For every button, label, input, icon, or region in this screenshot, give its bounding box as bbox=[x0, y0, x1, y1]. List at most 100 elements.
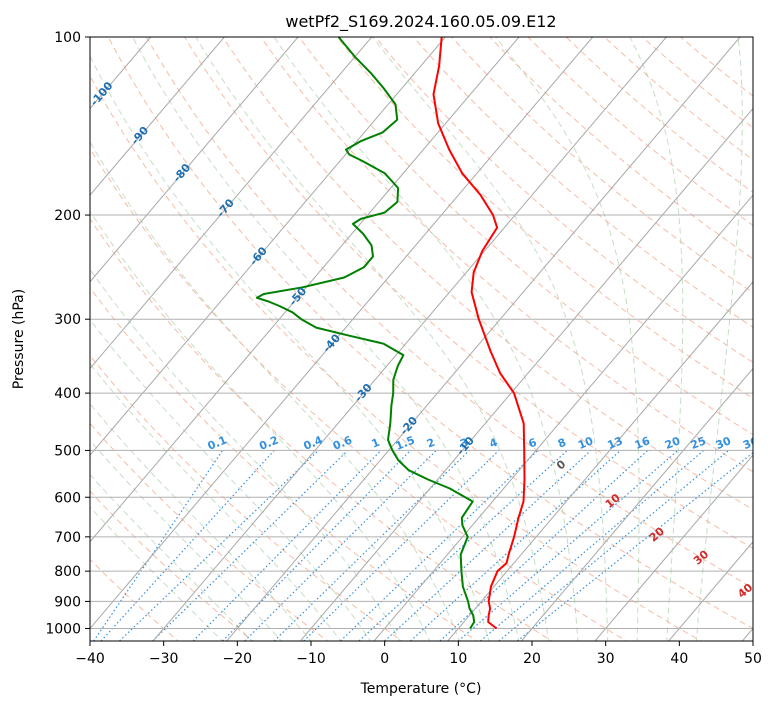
chart-title: wetPf2_S169.2024.160.05.09.E12 bbox=[285, 12, 556, 32]
dry-adiabat-line bbox=[374, 37, 753, 363]
x-tick-label: −20 bbox=[223, 651, 253, 667]
mixing-ratio-line bbox=[93, 450, 224, 641]
dry-adiabat-line bbox=[90, 75, 703, 641]
dry-adiabat-line bbox=[679, 37, 753, 97]
mixing-ratio-label: 16 bbox=[633, 434, 652, 452]
moist-adiabat-line bbox=[90, 318, 371, 641]
dry-adiabat-line bbox=[336, 37, 753, 399]
plot-frame bbox=[89, 36, 754, 642]
dry-adiabat-line bbox=[412, 37, 753, 328]
mixing-ratio-line bbox=[152, 449, 349, 641]
mixing-ratio-line bbox=[119, 449, 319, 641]
dewpoint-profile bbox=[255, 37, 476, 630]
moist-adiabat-line bbox=[90, 439, 283, 641]
x-tick-label: 30 bbox=[597, 651, 615, 667]
dry-adiabat-line bbox=[298, 37, 753, 436]
x-tick-label: 20 bbox=[523, 651, 541, 667]
isotherm-line bbox=[90, 37, 520, 543]
mixing-ratio-line bbox=[244, 449, 437, 641]
isotherm-line bbox=[90, 37, 594, 630]
y-axis-ticks: 100 200 300 400 500 600 700 800 900 1000 bbox=[45, 30, 90, 637]
isotherm-line bbox=[741, 627, 753, 641]
y-axis-label: Pressure (hPa) bbox=[11, 289, 27, 389]
mixing-ratio-label: 2 bbox=[425, 436, 437, 451]
sounding-series bbox=[255, 37, 526, 630]
mixing-ratio-label: 13 bbox=[606, 434, 625, 452]
moist-adiabat-label: 30 bbox=[691, 547, 711, 567]
mixing-ratio-label: 36 bbox=[741, 434, 760, 452]
dry-adiabat-line bbox=[90, 422, 329, 641]
mixing-ratio-label: 25 bbox=[689, 434, 708, 452]
mixing-ratio-line bbox=[358, 449, 568, 641]
isotherm-line bbox=[90, 37, 373, 370]
isotherm-line bbox=[668, 541, 753, 641]
isotherm-line bbox=[520, 367, 753, 641]
mixing-ratio-line bbox=[340, 449, 539, 641]
plot-area: 0.1 0.2 0.4 0.6 1 1.5 2 3 4 6 8 10 13 16 20 25 30 36-100-… bbox=[90, 37, 760, 641]
isobar-grid bbox=[90, 37, 753, 629]
x-tick-label: 0 bbox=[380, 651, 389, 667]
mixing-ratio-label: 3 bbox=[458, 436, 470, 451]
isotherm-line bbox=[299, 107, 753, 641]
moist-adiabat-line bbox=[90, 403, 312, 641]
mixing-ratio-label: 6 bbox=[527, 436, 539, 451]
dry-adiabats bbox=[90, 37, 753, 641]
isotherm-line bbox=[373, 194, 753, 641]
isotherm-line bbox=[90, 37, 226, 196]
mixing-ratio-line bbox=[303, 449, 500, 641]
moist-adiabat-line bbox=[90, 506, 223, 641]
x-axis-label: Temperature (°C) bbox=[360, 681, 482, 697]
y-tick-label: 100 bbox=[54, 30, 81, 46]
isotherm-line bbox=[152, 37, 668, 641]
dry-adiabat-line bbox=[107, 37, 753, 630]
mixing-ratio-line bbox=[498, 449, 730, 641]
isotherm-line bbox=[594, 454, 753, 641]
mixing-ratio-line bbox=[410, 449, 621, 641]
isotherms bbox=[90, 37, 753, 641]
y-tick-label: 1000 bbox=[45, 621, 81, 637]
moist-adiabat-line bbox=[495, 37, 640, 641]
dry-adiabat-line bbox=[90, 490, 254, 641]
dry-adiabat-line bbox=[565, 37, 753, 193]
mixing-ratio-line bbox=[457, 449, 679, 641]
mixing-ratio-line bbox=[439, 449, 649, 641]
moist-adiabat-line bbox=[90, 141, 460, 641]
moist-adiabat-line bbox=[90, 210, 431, 641]
x-tick-label: 40 bbox=[670, 651, 688, 667]
moist-adiabat-label: 10 bbox=[603, 491, 623, 511]
mixing-ratio-line bbox=[384, 449, 592, 641]
moist-adiabat-line bbox=[90, 473, 253, 641]
dry-adiabat-line bbox=[90, 147, 628, 641]
dry-adiabat-line bbox=[222, 37, 753, 511]
dry-adiabat-line bbox=[184, 37, 753, 549]
y-tick-label: 700 bbox=[54, 530, 81, 546]
x-tick-label: −40 bbox=[75, 651, 105, 667]
mixing-ratio-line bbox=[273, 449, 470, 641]
mixing-ratio-label: 8 bbox=[556, 436, 568, 451]
mixing-ratio-line bbox=[516, 452, 753, 641]
y-tick-label: 600 bbox=[54, 490, 81, 506]
isotherm-line bbox=[447, 281, 753, 641]
mixing-ratio-label: 1 bbox=[370, 436, 382, 451]
y-tick-label: 200 bbox=[54, 208, 81, 224]
dry-adiabat-line bbox=[145, 37, 753, 589]
moist-adiabat-label: 20 bbox=[647, 525, 667, 545]
isotherm-line bbox=[226, 37, 741, 641]
line-labels: 0.1 0.2 0.4 0.6 1 1.5 2 3 4 6 8 10 13 16 20 25 30 36-100-… bbox=[90, 79, 760, 601]
mixing-ratio-label: 10 bbox=[576, 434, 595, 452]
dry-adiabat-line bbox=[90, 217, 553, 641]
dry-adiabat-line bbox=[527, 37, 753, 226]
mixing-ratio-lines bbox=[93, 449, 753, 641]
mixing-ratio-line bbox=[192, 449, 382, 641]
y-tick-label: 400 bbox=[54, 386, 81, 402]
y-tick-label: 900 bbox=[54, 594, 81, 610]
dry-adiabat-line bbox=[489, 37, 753, 260]
temperature-profile bbox=[432, 37, 526, 630]
moist-adiabat-line bbox=[90, 268, 401, 641]
isotherm-line bbox=[90, 37, 447, 456]
x-tick-label: −30 bbox=[149, 651, 179, 667]
dry-adiabat-line bbox=[90, 286, 478, 641]
moist-adiabat-line bbox=[629, 37, 684, 641]
y-tick-label: 300 bbox=[54, 312, 81, 328]
